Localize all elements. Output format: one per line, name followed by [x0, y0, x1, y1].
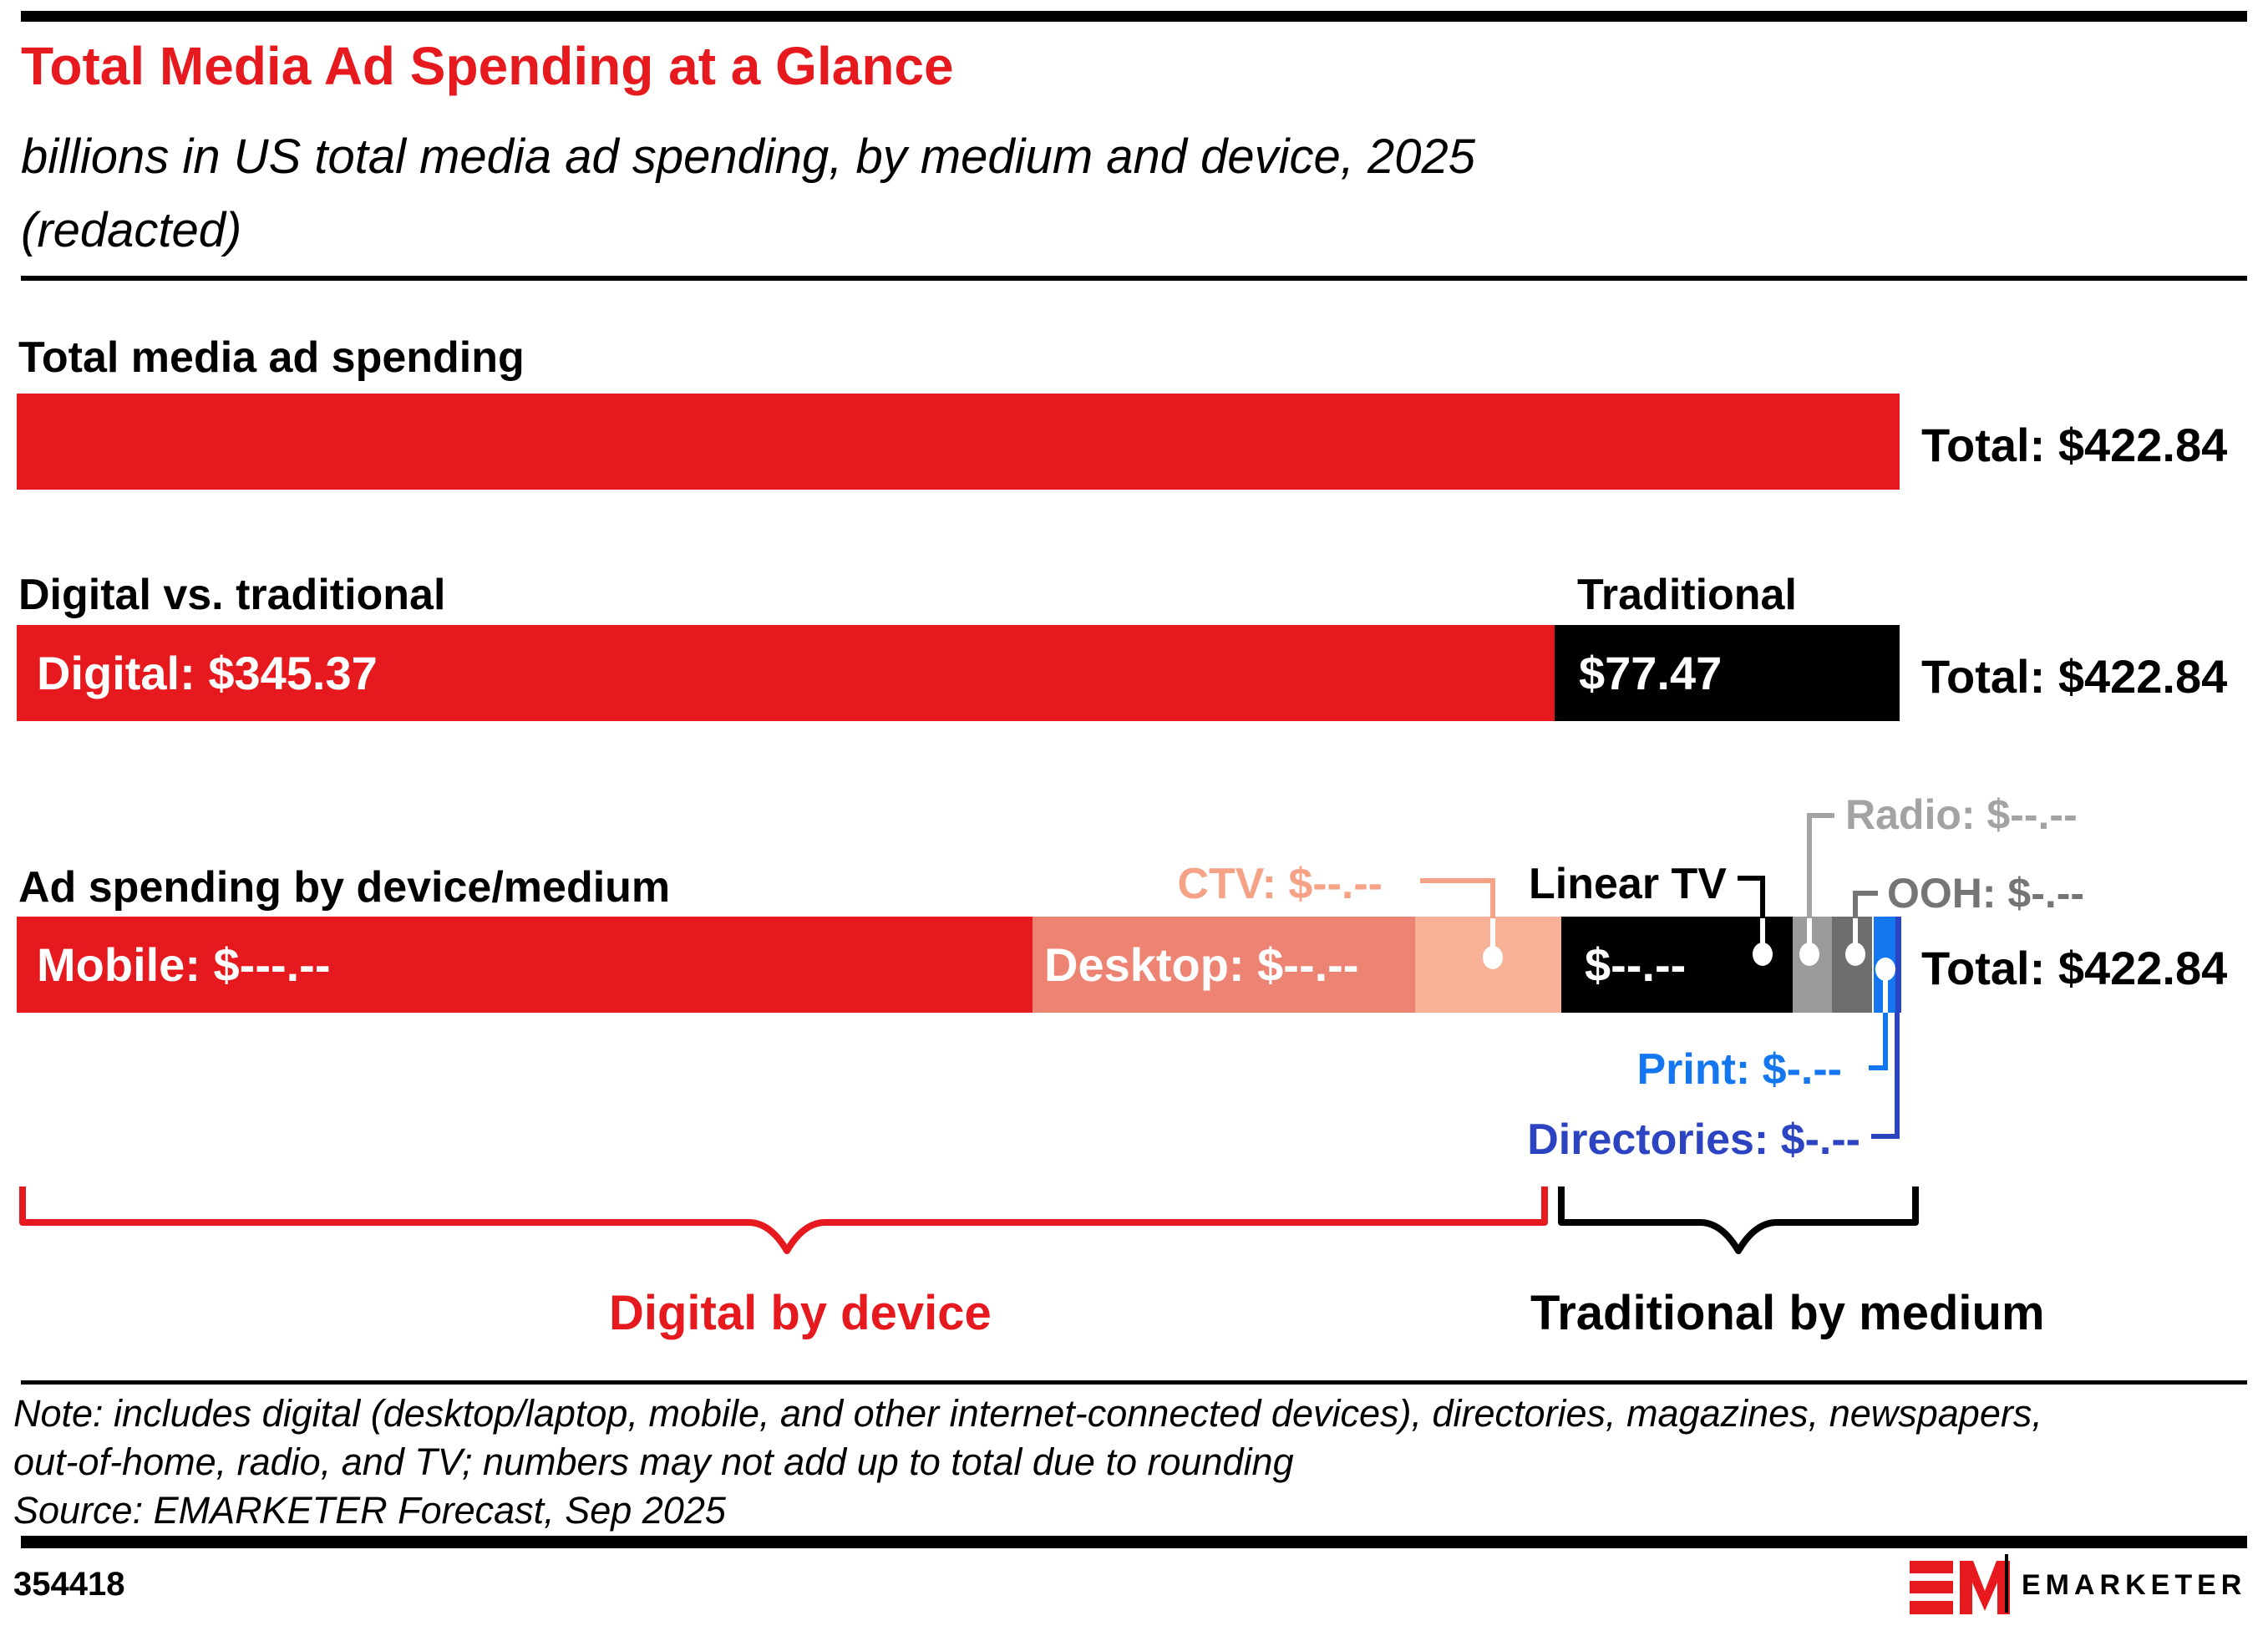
subtitle-line-2: (redacted) [21, 203, 242, 257]
traditional-column-label: Traditional [1577, 571, 1797, 619]
ctv-connector-stem [1490, 918, 1495, 962]
segment-digital: Digital: $345.37 [17, 625, 1555, 721]
em-monogram-icon [1910, 1561, 2010, 1614]
section-heading-total: Total media ad spending [18, 333, 525, 382]
total-value-row3: Total: $422.84 [1921, 942, 2228, 994]
ctv-callout-label: CTV: $--.-- [1177, 860, 1383, 908]
subtitle-line-1: billions in US total media ad spending, … [21, 130, 1476, 184]
segment-traditional-value: $77.47 [1579, 647, 1723, 699]
ooh-marker-dot [1845, 943, 1865, 966]
chart-id: 354418 [13, 1566, 125, 1603]
segment-linear-tv-value: $--.-- [1585, 938, 1687, 991]
linear-tv-connector-stem [1760, 918, 1765, 956]
note-line-2: out-of-home, radio, and TV; numbers may … [13, 1441, 1294, 1483]
print-callout-label: Print: $-.-- [1636, 1045, 1842, 1094]
ctv-marker-dot [1483, 946, 1503, 969]
bar-total-media [17, 394, 1900, 490]
print-connector-stem [1883, 969, 1888, 1013]
ooh-connector-stem [1853, 918, 1858, 956]
header-divider [21, 276, 2247, 281]
page-subtitle: billions in US total media ad spending, … [21, 120, 1475, 267]
ooh-connector-vertical [1853, 891, 1858, 918]
radio-connector-horizontal [1807, 813, 1834, 818]
directories-connector-vertical [1895, 1013, 1900, 1139]
radio-connector-vertical [1807, 813, 1812, 918]
segment-mobile-label: Mobile: $---.-- [37, 938, 331, 991]
print-connector-horizontal [1869, 1065, 1888, 1070]
traditional-group-brace [1558, 1186, 1919, 1254]
linear-tv-connector-vertical [1760, 876, 1765, 918]
segment-desktop-label: Desktop: $--.-- [1044, 938, 1359, 991]
linear-tv-callout-label: Linear TV [1529, 860, 1727, 908]
section-heading-device-medium: Ad spending by device/medium [18, 863, 671, 912]
radio-marker-dot [1799, 943, 1819, 966]
bar-device-medium: Mobile: $---.-- Desktop: $--.-- $--.-- [17, 917, 1901, 1013]
ctv-connector-horizontal [1420, 878, 1494, 883]
radio-connector-stem [1807, 918, 1812, 956]
digital-group-label: Digital by device [609, 1286, 992, 1340]
linear-tv-marker-dot [1753, 943, 1773, 966]
logo-divider [2005, 1554, 2008, 1613]
directories-connector-horizontal [1871, 1134, 1900, 1139]
note-line-1: Note: includes digital (desktop/laptop, … [13, 1392, 2042, 1435]
total-value-row1: Total: $422.84 [1921, 419, 2228, 471]
footer-divider [21, 1380, 2247, 1385]
segment-total [17, 394, 1900, 490]
footer-accent-bar [21, 1536, 2247, 1548]
source-line: Source: EMARKETER Forecast, Sep 2025 [13, 1489, 726, 1532]
ooh-callout-label: OOH: $-.-- [1887, 870, 2085, 917]
emarketer-logo-text: EMARKETER [2022, 1569, 2247, 1601]
segment-digital-label: Digital: $345.37 [37, 647, 378, 699]
segment-mobile: Mobile: $---.-- [17, 917, 1033, 1013]
segment-directories [1895, 917, 1901, 1013]
emarketer-logo-mark [1910, 1561, 2010, 1614]
directories-callout-label: Directories: $-.-- [1527, 1115, 1860, 1164]
segment-desktop: Desktop: $--.-- [1033, 917, 1415, 1013]
digital-group-brace [19, 1186, 1548, 1254]
ctv-connector-vertical [1490, 878, 1495, 918]
total-value-row2: Total: $422.84 [1921, 650, 2228, 703]
radio-callout-label: Radio: $--.-- [1845, 791, 2078, 838]
print-marker-dot [1875, 958, 1895, 981]
traditional-group-label: Traditional by medium [1530, 1286, 2045, 1340]
page-title: Total Media Ad Spending at a Glance [21, 36, 954, 96]
bar-digital-vs-traditional: Digital: $345.37 $77.47 [17, 625, 1900, 721]
top-accent-bar [21, 11, 2247, 22]
section-heading-digital-vs-traditional: Digital vs. traditional [18, 571, 446, 619]
ooh-connector-horizontal [1853, 891, 1878, 896]
segment-linear-tv: $--.-- [1561, 917, 1793, 1013]
print-connector-vertical [1883, 1013, 1888, 1070]
segment-traditional: $77.47 [1555, 625, 1900, 721]
linear-tv-connector-horizontal [1738, 876, 1764, 881]
